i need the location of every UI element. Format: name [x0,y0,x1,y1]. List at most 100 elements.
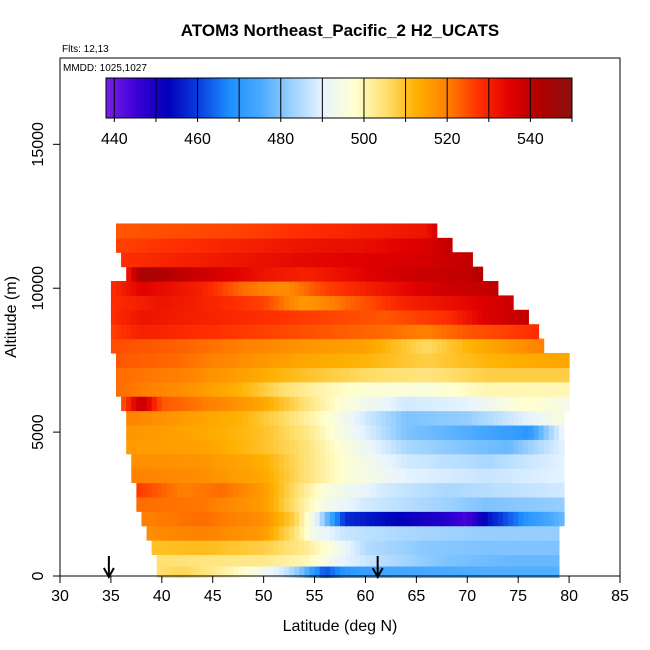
heatmap-cell [228,295,234,311]
heatmap-cell [462,563,468,579]
heatmap-cell [324,252,331,268]
heatmap-cell [457,396,463,412]
heatmap-cell [289,396,295,412]
heatmap-cell [523,525,529,541]
heatmap-cell [248,468,255,484]
heatmap-cell [324,338,331,354]
heatmap-cell [472,396,479,412]
heatmap-cell [513,551,519,567]
heatmap-cell [365,424,372,440]
heatmap-cell [273,482,280,498]
heatmap-cell [355,439,361,455]
heatmap-cell [416,367,423,383]
heatmap-cell [436,453,443,469]
heatmap-cell [294,482,300,498]
heatmap-cell [436,281,443,297]
heatmap-cell [406,439,412,455]
heatmap-cell [370,551,377,567]
heatmap-cell [487,309,494,325]
heatmap-cell [508,540,514,556]
heatmap-cell [390,439,397,455]
heatmap-cell [248,295,255,311]
heatmap-cell [421,237,428,253]
heatmap-cell [360,396,367,412]
latitude-markers [102,556,384,580]
heatmap-cell [355,309,361,325]
heatmap-cell [390,482,397,498]
heatmap-cell [197,381,204,397]
heatmap-cell [411,324,417,340]
heatmap-cell [528,381,535,397]
heatmap-cell [278,381,285,397]
heatmap-cell [141,352,148,368]
heatmap-cell [314,453,321,469]
heatmap-cell [253,223,260,239]
heatmap-cell [436,563,443,579]
heatmap-cell [375,468,382,484]
heatmap-cell [156,468,163,484]
heatmap-cell [233,309,239,325]
heatmap-cell [350,482,356,498]
heatmap-cell [304,551,311,567]
heatmap-cell [538,396,545,412]
heatmap-cell [207,381,214,397]
heatmap-cell [177,281,183,297]
heatmap-cell [284,511,290,527]
heatmap-cell [523,338,529,354]
heatmap-cell [329,396,336,412]
heatmap-cell [248,551,255,567]
heatmap-cell [146,266,153,282]
heatmap-cell [126,338,132,354]
heatmap-cell [263,252,270,268]
heatmap-cell [294,338,300,354]
heatmap-cell [324,295,331,311]
y-tick-label: 15000 [30,122,47,167]
heatmap-cell [360,381,367,397]
heatmap-cell [278,424,285,440]
heatmap-cell [533,396,540,412]
heatmap-cell [309,424,316,440]
heatmap-cell [253,295,260,311]
heatmap-cell [482,367,489,383]
x-tick-label: 30 [51,588,69,605]
heatmap-cell [146,496,153,512]
heatmap-cell [202,266,209,282]
heatmap-cell [406,295,412,311]
heatmap-cell [202,511,209,527]
heatmap-cell [197,324,204,340]
heatmap-cell [253,482,260,498]
heatmap-cell [294,563,300,579]
heatmap-cell [558,453,565,469]
heatmap-cell [390,511,397,527]
heatmap-cell [319,496,326,512]
heatmap-cell [492,511,499,527]
heatmap-cell [329,482,336,498]
heatmap-cell [268,468,275,484]
heatmap-cell [441,367,448,383]
heatmap-cell [462,281,468,297]
heatmap-cell [426,482,433,498]
heatmap-cell [375,237,382,253]
heatmap-cell [172,252,178,268]
heatmap-cell [243,540,249,556]
heatmap-cell [452,468,458,484]
heatmap-cell [441,424,448,440]
heatmap-cell [197,525,204,541]
heatmap-cell [431,439,438,455]
heatmap-cell [212,396,219,412]
heatmap-cell [340,525,346,541]
heatmap-cell [446,381,453,397]
heatmap-cell [380,482,387,498]
heatmap-cell [146,439,153,455]
heatmap-cell [385,511,392,527]
heatmap-cell [243,237,249,253]
heatmap-cell [436,424,443,440]
heatmap-cell [263,266,270,282]
heatmap-cell [365,563,372,579]
heatmap-cell [146,252,153,268]
heatmap-cell [523,453,529,469]
heatmap-cell [263,482,270,498]
heatmap-cell [477,496,484,512]
heatmap-cell [192,295,199,311]
heatmap-cell [446,252,453,268]
